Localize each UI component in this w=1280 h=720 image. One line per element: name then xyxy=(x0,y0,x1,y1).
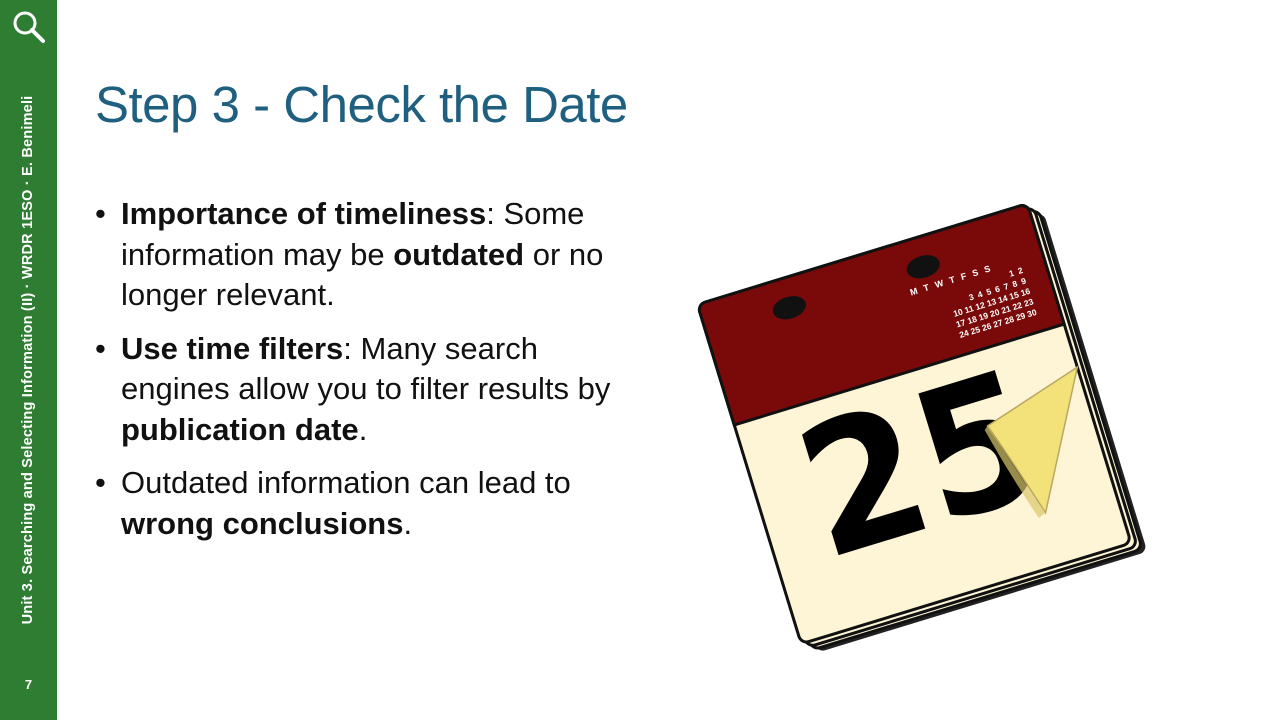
search-button[interactable] xyxy=(10,8,48,46)
calendar-hole xyxy=(772,296,806,320)
bullet-text: Outdated information can lead to xyxy=(121,465,571,500)
bullet-text: . xyxy=(403,505,413,541)
page-curl-shadow xyxy=(984,425,1046,518)
bullet-bold-term: Importance of timeliness xyxy=(121,196,487,231)
bullet-item: • Importance of timeliness: Some informat… xyxy=(95,194,635,316)
bullet-text: or no longer relevant. xyxy=(121,236,604,313)
slide-number: 7 xyxy=(24,677,33,692)
bullet-text: : Many search engines allow you to filte… xyxy=(121,330,611,407)
calendar-header xyxy=(697,204,1067,427)
sidebar: Unit 3. Searching and Selecting Informat… xyxy=(0,0,57,720)
page-curl xyxy=(986,365,1079,515)
bullet-dot: • xyxy=(95,465,106,500)
slide-title: Step 3 - Check the Date xyxy=(95,76,628,133)
bullet-list: • Importance of timeliness: Some informat… xyxy=(95,194,635,557)
bullet-bold-term: outdated xyxy=(393,236,525,272)
bullet-item: • Use time filters: Many search engines a… xyxy=(95,329,635,451)
bullet-bold-term: publication date xyxy=(121,411,359,447)
bullet-item: • Outdated information can lead to wrong … xyxy=(95,463,635,544)
presentation-footer-label: Unit 3. Searching and Selecting Informat… xyxy=(20,95,36,625)
calendar-mini-row: 1 2 xyxy=(1008,265,1025,279)
search-icon xyxy=(13,11,45,43)
calendar-hole xyxy=(906,255,940,279)
bullet-dot: • xyxy=(95,330,106,366)
calendar-image: M T W T F S S 1 2 3 4 5 6 7 8 9 10 11 12… xyxy=(697,204,1146,651)
bullet-text: . xyxy=(358,411,368,447)
bullet-bold-term: Use time filters xyxy=(121,330,344,366)
bullet-text: : Some information may be xyxy=(121,196,585,272)
bullet-bold-term: wrong conclusions xyxy=(121,505,404,541)
bullet-dot: • xyxy=(95,196,106,231)
